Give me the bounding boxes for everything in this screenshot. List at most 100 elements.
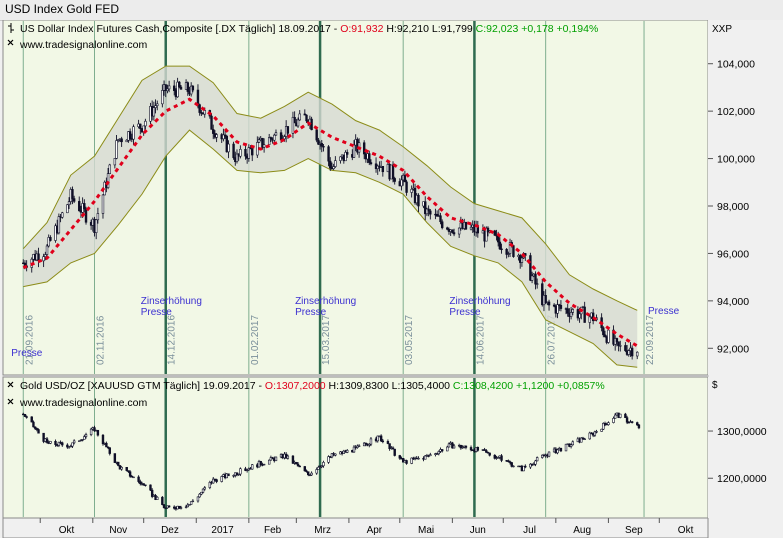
candle-body (452, 232, 456, 235)
candle-body (120, 138, 123, 143)
candle-body (286, 126, 290, 134)
gold-header: Gold USD/OZ [XAUUSD GTM Täglich] 19.09.2… (20, 380, 605, 392)
candle-body (83, 203, 86, 210)
candle-body (47, 237, 50, 247)
candle-body (535, 283, 539, 285)
candle-body (393, 178, 396, 182)
candle-body (318, 466, 322, 468)
x-tick-label: Sep (625, 525, 643, 536)
candle-body (317, 139, 320, 145)
candle-body (593, 431, 597, 436)
x-tick-label: Mrz (314, 525, 331, 536)
x-tick-label: Apr (367, 525, 383, 536)
candle-body (583, 306, 586, 323)
candle-body (273, 134, 276, 141)
candle-body (152, 107, 156, 117)
candle-body (524, 465, 527, 468)
candle-body (446, 227, 449, 230)
bottom-panel-source-close-icon[interactable] (7, 398, 14, 405)
candle-body (84, 434, 88, 437)
candle-body (227, 473, 230, 477)
candle-body (283, 136, 286, 140)
candle-body (391, 164, 395, 179)
candle-body (69, 445, 72, 448)
candle-body (547, 301, 551, 306)
candle-body (247, 147, 251, 159)
candle-body (117, 139, 120, 141)
candle-body (405, 460, 408, 464)
candle-body (108, 164, 111, 174)
candle-body (203, 487, 206, 490)
candle-body (507, 253, 510, 255)
candle-body (500, 455, 503, 461)
candle-body (344, 152, 347, 162)
candle-body (244, 149, 247, 157)
top-panel-close-icon[interactable] (7, 39, 14, 46)
bollinger-band (23, 66, 638, 368)
candle-body (535, 457, 539, 462)
candle-body (115, 140, 118, 159)
candle-body (619, 413, 622, 418)
candle-body (607, 329, 610, 343)
candle-body (505, 249, 508, 255)
candle-body (66, 204, 69, 214)
candle-body (295, 462, 298, 465)
x-tick-label: Okt (678, 525, 694, 536)
candle-body (139, 481, 142, 484)
candle-body (391, 447, 395, 450)
candle-body (580, 437, 583, 443)
candle-body (186, 82, 189, 92)
candle-body (232, 143, 235, 158)
candle-body (603, 334, 607, 337)
candle-body (144, 120, 147, 127)
candle-body (612, 418, 615, 423)
candle-body (259, 461, 262, 465)
candle-body (49, 440, 52, 444)
candle-body (485, 227, 488, 242)
candle-body (120, 466, 123, 470)
x-axis-bar (2, 517, 709, 538)
candle-body (559, 305, 563, 309)
candle-body (332, 166, 335, 169)
candle-body (71, 442, 74, 447)
candle-body (322, 462, 325, 467)
bottom-panel-close-icon[interactable] (7, 381, 14, 388)
candle-body (223, 134, 227, 137)
candle-body (164, 84, 167, 92)
top-axis-unit: XXP (712, 24, 732, 35)
candle-body (132, 476, 135, 479)
candle-body (485, 450, 488, 453)
event-date-label: 14.12.2016 (167, 315, 178, 365)
candle-body (108, 447, 111, 454)
candle-body (150, 489, 154, 497)
candle-body (530, 275, 534, 281)
candle-body (44, 254, 47, 257)
window-title: USD Index Gold FED (5, 2, 120, 16)
candle-body (451, 442, 454, 449)
candle-body (447, 443, 451, 448)
candle-body (417, 457, 420, 460)
candle-body (410, 457, 413, 464)
candle-body (498, 241, 502, 250)
candle-body (493, 454, 496, 459)
band-upper-line (22, 65, 638, 311)
candle-body (106, 173, 110, 188)
candle-body (179, 507, 183, 509)
candle-body (339, 156, 342, 161)
candle-body (571, 309, 574, 313)
candle-body (179, 86, 183, 90)
candle-body (125, 139, 128, 143)
candle-body (212, 478, 215, 484)
event-date-label: 02.11.2016 (96, 315, 107, 365)
candle-body (298, 465, 301, 468)
candle-body (520, 257, 524, 263)
candle-body (522, 465, 525, 472)
candle-body (117, 461, 120, 466)
candle-body (303, 113, 307, 116)
candle-body (464, 221, 468, 230)
candle-body (636, 351, 639, 357)
candle-body (469, 226, 473, 230)
event-date-label: 01.02.2017 (250, 315, 261, 365)
